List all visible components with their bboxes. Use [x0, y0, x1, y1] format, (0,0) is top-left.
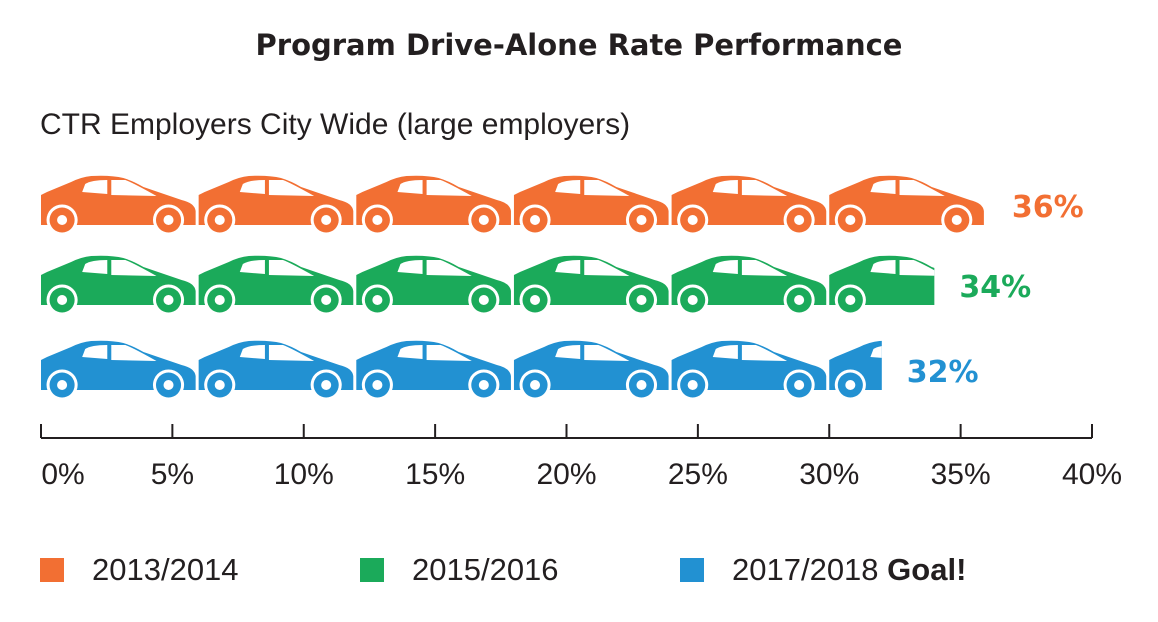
legend-label: 2015/2016	[412, 552, 559, 587]
car-icon	[513, 255, 669, 316]
legend-item-2015-2016: 2015/2016	[360, 552, 559, 588]
chart-subtitle: CTR Employers City Wide (large employers…	[40, 108, 631, 141]
legend-item-2017-2018: 2017/2018 Goal!	[680, 552, 966, 588]
car-icon	[356, 255, 511, 316]
car-icon	[513, 340, 669, 401]
bar-row-0	[41, 175, 984, 236]
x-tick-label: 20%	[536, 458, 596, 491]
x-tick-label: 40%	[1062, 458, 1122, 491]
car-icon	[198, 255, 354, 316]
car-icon	[829, 255, 935, 316]
data-label: 36%	[1012, 190, 1084, 225]
legend-swatch	[360, 558, 384, 582]
x-tick-label: 35%	[931, 458, 991, 491]
data-label: 32%	[907, 355, 979, 390]
x-tick-label: 0%	[41, 458, 84, 491]
car-icon	[198, 340, 354, 401]
x-tick-label: 25%	[668, 458, 728, 491]
car-icon	[671, 340, 827, 401]
car-icon	[356, 340, 511, 401]
car-icon	[356, 175, 511, 236]
car-icon	[829, 175, 984, 236]
car-icon	[513, 175, 669, 236]
legend-goal-label: Goal!	[887, 552, 967, 587]
bar-row-2	[41, 340, 882, 401]
car-icon	[41, 340, 196, 401]
car-icon	[41, 175, 196, 236]
car-icon	[671, 255, 827, 316]
car-icon	[671, 175, 827, 236]
car-icon	[829, 340, 882, 401]
x-tick-label: 30%	[799, 458, 859, 491]
chart-title: Program Drive-Alone Rate Performance	[255, 28, 903, 62]
legend-swatch	[680, 558, 704, 582]
bar-row-1	[41, 255, 935, 316]
x-tick-label: 15%	[405, 458, 465, 491]
legend-swatch	[40, 558, 64, 582]
car-icon	[41, 255, 196, 316]
x-tick-label: 10%	[274, 458, 334, 491]
legend-label: 2017/2018	[732, 552, 879, 587]
legend-label: 2013/2014	[92, 552, 239, 587]
legend-item-2013-2014: 2013/2014	[40, 552, 239, 588]
data-label: 34%	[959, 270, 1031, 305]
car-icon	[198, 175, 354, 236]
x-tick-label: 5%	[151, 458, 194, 491]
